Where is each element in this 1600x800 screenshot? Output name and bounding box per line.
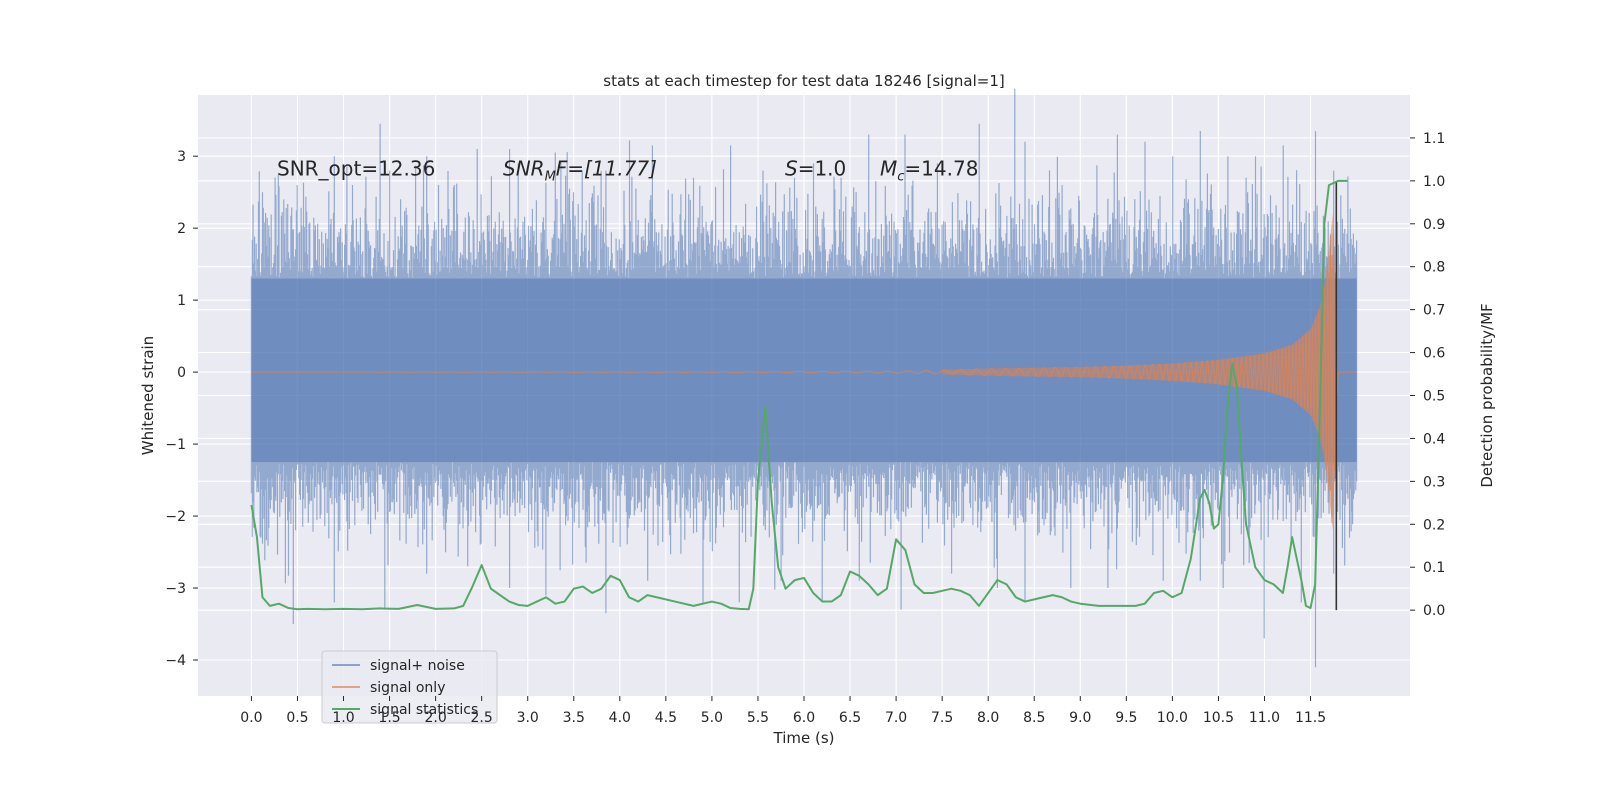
x-tick-label: 1.5: [378, 710, 400, 726]
x-tick-label: 5.0: [701, 710, 723, 726]
y-right-tick-label: 0.3: [1423, 474, 1445, 490]
x-axis-label: Time (s): [773, 729, 835, 747]
legend-label: signal+ noise: [370, 658, 465, 674]
x-tick-label: 11.5: [1295, 710, 1326, 726]
y-right-tick-label: 1.1: [1423, 131, 1445, 147]
y-tick-label: −1: [165, 437, 186, 453]
x-tick-label: 8.5: [1023, 710, 1045, 726]
plot-area: [198, 88, 1410, 696]
x-tick-label: 8.0: [977, 710, 999, 726]
x-tick-label: 9.0: [1069, 710, 1091, 726]
y-right-tick-label: 0.1: [1423, 560, 1445, 576]
y-tick-label: 3: [177, 149, 186, 165]
x-tick-label: 11.0: [1249, 710, 1280, 726]
y-tick-label: 1: [177, 293, 186, 309]
y-right-tick-label: 0.7: [1423, 303, 1445, 319]
x-tick-label: 2.0: [424, 710, 446, 726]
mc-var: M: [880, 157, 897, 181]
legend-label: signal only: [370, 680, 445, 696]
y-tick-label: −4: [165, 653, 186, 669]
y-tick-label: −2: [165, 509, 186, 525]
x-tick-label: 4.0: [609, 710, 631, 726]
x-tick-label: 0.0: [240, 710, 262, 726]
s-rest: =1.0: [798, 157, 847, 181]
y-axis-right-label: Detection probability/MF: [1478, 303, 1496, 487]
y-tick-label: 0: [177, 365, 186, 381]
y-right-tick-label: 0.9: [1423, 217, 1445, 233]
x-tick-label: 7.5: [931, 710, 953, 726]
y-right-tick-label: 0.2: [1423, 517, 1445, 533]
x-tick-label: 5.5: [747, 710, 769, 726]
x-tick-label: 7.0: [885, 710, 907, 726]
y-right-tick-label: 0.0: [1423, 603, 1445, 619]
mc-annotation: Mc=14.78: [880, 157, 978, 185]
snr-mf-base: SNR: [503, 157, 545, 181]
x-tick-label: 6.5: [839, 710, 861, 726]
x-tick-label: 1.0: [332, 710, 354, 726]
y-right-tick-label: 0.4: [1423, 431, 1445, 447]
x-tick-label: 3.5: [563, 710, 585, 726]
snr-mf-rest: F=[11.77]: [556, 157, 657, 181]
snr-mf-annotation: SNRMF=[11.77]: [503, 157, 657, 185]
snr-opt-annotation: SNR_opt=12.36: [277, 157, 435, 181]
mc-rest: =14.78: [904, 157, 978, 181]
x-tick-label: 4.5: [655, 710, 677, 726]
s-var: S: [785, 157, 798, 181]
series-signal-only-envelope: [942, 213, 1337, 531]
y-tick-label: 2: [177, 221, 186, 237]
y-right-tick-label: 1.0: [1423, 174, 1445, 190]
series-signal-only: [251, 233, 1357, 524]
x-tick-label: 0.5: [286, 710, 308, 726]
x-tick-label: 10.0: [1157, 710, 1188, 726]
y-axis-label: Whitened strain: [139, 336, 157, 455]
y-right-tick-label: 0.6: [1423, 346, 1445, 362]
mc-sub: c: [897, 170, 904, 185]
snr-mf-sub: M: [545, 170, 556, 185]
y-tick-label: −3: [165, 581, 186, 597]
annotations: SNR_opt=12.36 SNRMF=[11.77] S=1.0 Mc=14.…: [277, 157, 978, 185]
chart-title: stats at each timestep for test data 182…: [603, 72, 1004, 90]
series-signal-statistics: [250, 179, 1348, 611]
y-right-tick-label: 0.8: [1423, 260, 1445, 276]
legend: signal+ noise signal only signal statistic…: [321, 650, 498, 724]
legend-box: [321, 650, 498, 724]
legend-label: signal statistics: [370, 702, 478, 718]
x-tick-label: 6.0: [793, 710, 815, 726]
y-right-tick-label: 0.5: [1423, 389, 1445, 405]
x-tick-label: 9.5: [1115, 710, 1137, 726]
s-annotation: S=1.0: [785, 157, 846, 181]
x-tick-label: 3.0: [517, 710, 539, 726]
x-tick-label: 10.5: [1203, 710, 1234, 726]
x-tick-label: 2.5: [471, 710, 493, 726]
